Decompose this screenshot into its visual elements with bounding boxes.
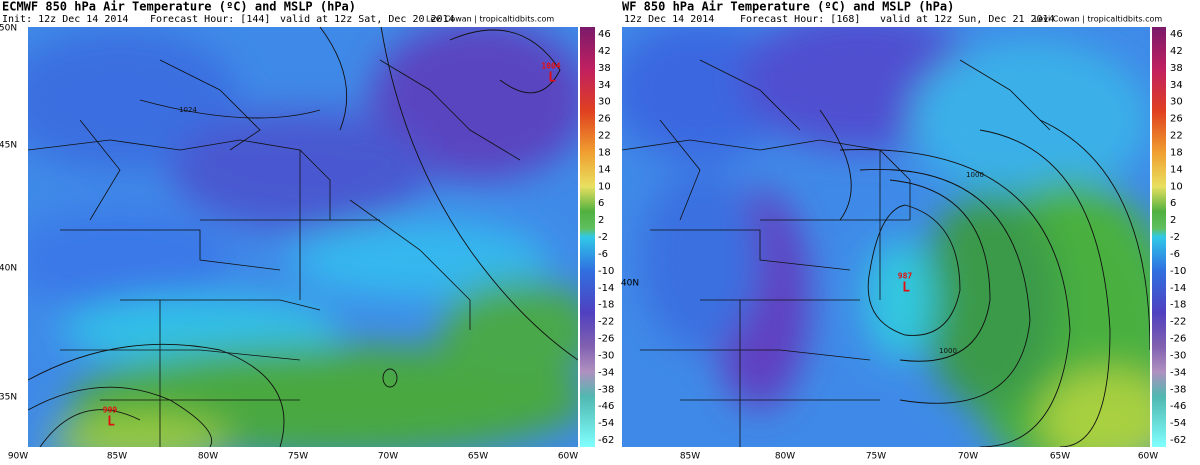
colorbar-label: 22 [1170,131,1183,142]
lon-label: 65W [468,452,488,462]
colorbar-label: -2 [598,232,608,243]
colorbar-label: -62 [598,435,614,446]
lat-label: 40N [621,279,639,289]
colorbar-label: -6 [1170,249,1180,260]
credit: Levi Cowan | tropicaltidbits.com [426,15,554,24]
lon-label: 70W [958,452,978,462]
lon-label: 75W [866,452,886,462]
colorbar-label: 26 [598,114,611,125]
colorbar-label: 42 [598,46,611,57]
colorbar-right [1152,27,1166,447]
forecast-hour: Forecast Hour: [144] [150,14,270,25]
lat-label: 45N [0,141,17,151]
colorbar-label: 34 [598,80,611,91]
colorbar-label: 22 [598,131,611,142]
lat-label: 35N [0,393,17,403]
colorbar-label: 30 [598,97,611,108]
colorbar-label: -14 [1170,283,1186,294]
low-symbol: L [548,71,556,86]
colorbar-label: -18 [1170,300,1186,311]
low-pressure-value: 1004 [541,62,560,71]
lon-label: 80W [775,452,795,462]
lon-label: 75W [288,452,308,462]
credit: Levi Cowan | tropicaltidbits.com [1034,15,1162,24]
panel-title: ECMWF 850 hPa Air Temperature (ºC) and M… [2,0,356,14]
lat-label: 40N [0,264,17,274]
colorbar-label: -10 [1170,266,1186,277]
valid-time: valid at 12z Sat, Dec 20 2014 [280,14,455,25]
colorbar-label: -22 [1170,317,1186,328]
colorbar-label: -54 [598,418,614,429]
colorbar-label: 46 [598,29,611,40]
lon-label: 65W [1050,452,1070,462]
lon-label: 60W [558,452,578,462]
colorbar-label: -14 [598,283,614,294]
colorbar-label: -38 [1170,384,1186,395]
colorbar-label: 26 [1170,114,1183,125]
colorbar-label: -46 [598,401,614,412]
colorbar-label: 2 [1170,215,1176,226]
colorbar-label: 18 [598,147,611,158]
panel-title: WF 850 hPa Air Temperature (ºC) and MSLP… [622,0,954,14]
colorbar-label: -2 [1170,232,1180,243]
low-pressure-value: 999 [103,406,118,415]
colorbar-label: 2 [598,215,604,226]
colorbar-label: -62 [1170,435,1186,446]
colorbar-label: -34 [1170,367,1186,378]
low-symbol: L [902,281,910,296]
colorbar-label: 18 [1170,147,1183,158]
colorbar-label: -6 [598,249,608,260]
colorbar-label: 38 [598,63,611,74]
colorbar-label: 14 [1170,164,1183,175]
colorbar-label: -30 [1170,350,1186,361]
lon-label: 85W [680,452,700,462]
colorbar-label: -18 [598,300,614,311]
isobar-label: 1024 [179,106,197,114]
colorbar-label: 42 [1170,46,1183,57]
map-left [28,27,578,447]
colorbar-label: 6 [1170,198,1176,209]
colorbar-label: 14 [598,164,611,175]
colorbar-label: -34 [598,367,614,378]
lon-label: 80W [198,452,218,462]
colorbar-label: -46 [1170,401,1186,412]
colorbar-label: -38 [598,384,614,395]
lon-label: 60W [1138,452,1158,462]
colorbar-label: -10 [598,266,614,277]
forecast-hour: Forecast Hour: [168] [740,14,860,25]
colorbar-label: -30 [598,350,614,361]
colorbar-label: 38 [1170,63,1183,74]
low-pressure-value: 987 [898,272,913,281]
colorbar-label: 6 [598,198,604,209]
colorbar-label: 10 [1170,181,1183,192]
colorbar-label: -26 [598,334,614,345]
low-symbol: L [107,415,115,430]
map-right [622,27,1150,447]
colorbar-left [580,27,595,447]
colorbar-label: -26 [1170,334,1186,345]
isobar-label: 1000 [966,171,984,179]
init-time: 12z Dec 14 2014 [624,14,714,25]
isobar-label: 1000 [939,347,957,355]
lat-label: 50N [0,24,17,34]
lon-label: 85W [107,452,127,462]
colorbar-label: 30 [1170,97,1183,108]
colorbar-label: 34 [1170,80,1183,91]
lon-label: 90W [8,452,28,462]
lon-label: 70W [378,452,398,462]
init-time: Init: 12z Dec 14 2014 [2,14,128,25]
colorbar-label: 10 [598,181,611,192]
valid-time: valid at 12z Sun, Dec 21 2014 [880,14,1055,25]
colorbar-label: -22 [598,317,614,328]
colorbar-label: -54 [1170,418,1186,429]
colorbar-label: 46 [1170,29,1183,40]
